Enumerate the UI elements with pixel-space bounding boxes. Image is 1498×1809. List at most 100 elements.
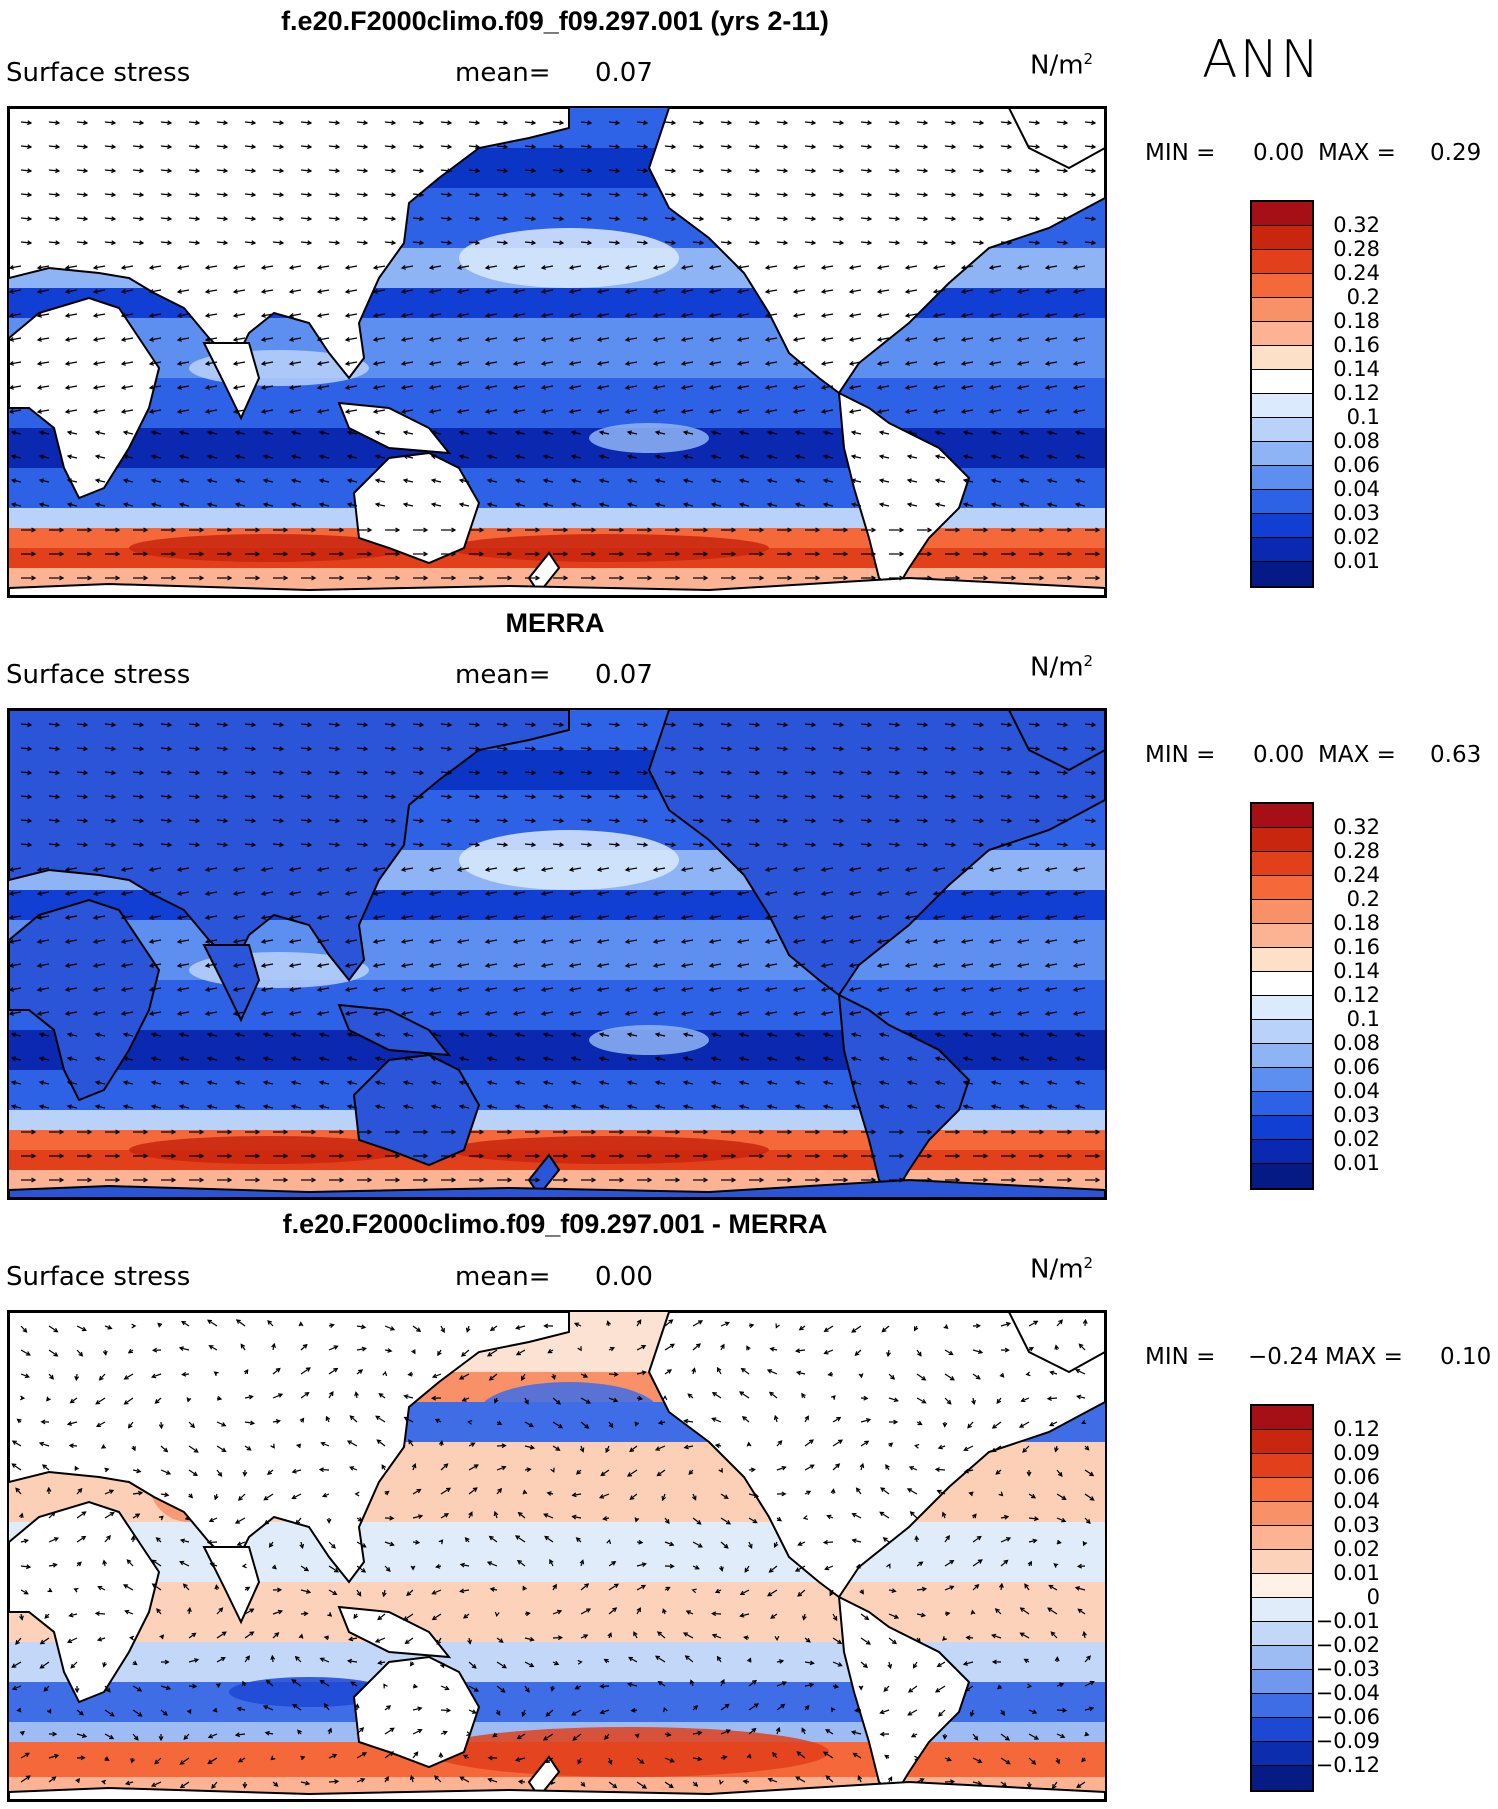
panel1-map [7,106,1107,598]
panel2-title: MERRA [505,608,605,638]
colorbar-tick-label: 0.02 [1333,525,1380,549]
colorbar-tick-label: 0.06 [1333,1055,1380,1079]
coastline [1007,1312,1105,1374]
panel1-title: f.e20.F2000climo.f09_f09.297.001 (yrs 2-… [281,6,829,36]
coastline [202,944,261,1023]
colorbar-swatch [1252,1164,1312,1188]
colorbar-swatch [1252,1140,1312,1164]
colorbar-swatch [1252,804,1312,828]
coastline [9,710,570,982]
field-blob [589,423,709,453]
colorbar-swatch [1252,322,1312,346]
colorbar-tick-label: 0.04 [1333,477,1380,501]
colorbar-swatch [1252,1116,1312,1140]
panel1-variable: Surface stress [6,58,191,88]
field-band [9,1110,1105,1130]
panel3-mean-label: mean= [455,1262,551,1292]
colorbar-tick-label: 0.16 [1333,333,1380,357]
panel1-mean-value: 0.07 [595,58,653,88]
panel3-map [7,1310,1107,1802]
field-blob [229,1677,389,1707]
coastline [9,296,161,500]
colorbar-tick-label: 0.2 [1346,285,1380,309]
colorbar-swatch [1252,514,1312,538]
colorbar-tick-label: 0.12 [1333,983,1380,1007]
colorbar-swatch [1252,972,1312,996]
colorbar-tick-label: 0.18 [1333,911,1380,935]
panel3-mean-value: 0.00 [595,1262,653,1292]
colorbar-swatch [1252,1694,1312,1718]
colorbar-swatch [1252,394,1312,418]
panel3-units: N/m2 [1030,1254,1094,1285]
panel2-colorbar [1250,802,1314,1190]
colorbar-swatch [1252,1670,1312,1694]
colorbar-tick-label: 0.03 [1333,501,1380,525]
colorbar-swatch [1252,226,1312,250]
colorbar-tick-label: 0.14 [1333,959,1380,983]
coastline [9,1500,161,1704]
colorbar-swatch [1252,900,1312,924]
field-blob [449,534,769,562]
colorbar-swatch [1252,1478,1312,1502]
colorbar-swatch [1252,1406,1312,1430]
colorbar-tick-label: −0.09 [1315,1729,1380,1753]
stress-vectors [9,120,1101,581]
colorbar-tick-label: 0.28 [1333,237,1380,261]
colorbar-swatch [1252,274,1312,298]
field-band [9,378,1105,428]
colorbar-tick-label: −0.06 [1315,1705,1380,1729]
panel1-units: N/m2 [1030,50,1094,81]
colorbar-swatch [1252,250,1312,274]
coastline [9,108,570,380]
panel2-map [7,708,1107,1200]
colorbar-swatch [1252,466,1312,490]
colorbar-tick-label: −0.04 [1315,1681,1380,1705]
colorbar-swatch [1252,1598,1312,1622]
panel3-colorbar [1250,1404,1314,1792]
colorbar-swatch [1252,298,1312,322]
colorbar-tick-label: 0.14 [1333,357,1380,381]
coastline [837,1595,971,1799]
field-band [9,1522,1105,1582]
colorbar-tick-label: 0.02 [1333,1537,1380,1561]
coastline [337,1605,452,1659]
colorbar-swatch [1252,1044,1312,1068]
colorbar-swatch [1252,852,1312,876]
colorbar-swatch [1252,948,1312,972]
colorbar-swatch [1252,1550,1312,1574]
colorbar-swatch [1252,1622,1312,1646]
colorbar-tick-label: 0.04 [1333,1079,1380,1103]
colorbar-tick-label: 0.01 [1333,1561,1380,1585]
colorbar-tick-label: 0.1 [1346,1007,1380,1031]
panel3-title: f.e20.F2000climo.f09_f09.297.001 - MERRA [282,1209,828,1239]
colorbar-swatch [1252,1502,1312,1526]
colorbar-tick-label: 0.08 [1333,429,1380,453]
colorbar-tick-label: 0.01 [1333,1151,1380,1175]
coastline [9,1178,1105,1198]
panel2-minmax: MIN = 0.00 MAX = 0.63 [1145,742,1482,768]
colorbar-swatch [1252,202,1312,226]
colorbar-swatch [1252,1068,1312,1092]
colorbar-swatch [1252,562,1312,586]
colorbar-tick-label: 0.08 [1333,1031,1380,1055]
coastline [9,576,1105,596]
colorbar-swatch [1252,370,1312,394]
colorbar-swatch [1252,1646,1312,1670]
coastline [9,898,161,1102]
colorbar-swatch [1252,418,1312,442]
colorbar-tick-label: 0.18 [1333,309,1380,333]
panel2-variable: Surface stress [6,660,191,690]
colorbar-swatch [1252,924,1312,948]
panel2-units: N/m2 [1030,652,1094,683]
field-blob [449,1136,769,1164]
colorbar-swatch [1252,1766,1312,1790]
coastline [337,1003,452,1057]
colorbar-tick-label: 0.02 [1333,1127,1380,1151]
colorbar-tick-label: −0.03 [1315,1657,1380,1681]
coastline [837,391,971,595]
colorbar-tick-label: 0.04 [1333,1489,1380,1513]
colorbar-tick-label: −0.12 [1315,1753,1380,1777]
coastline [9,1312,570,1584]
coastline [202,342,261,421]
field-band [9,508,1105,528]
